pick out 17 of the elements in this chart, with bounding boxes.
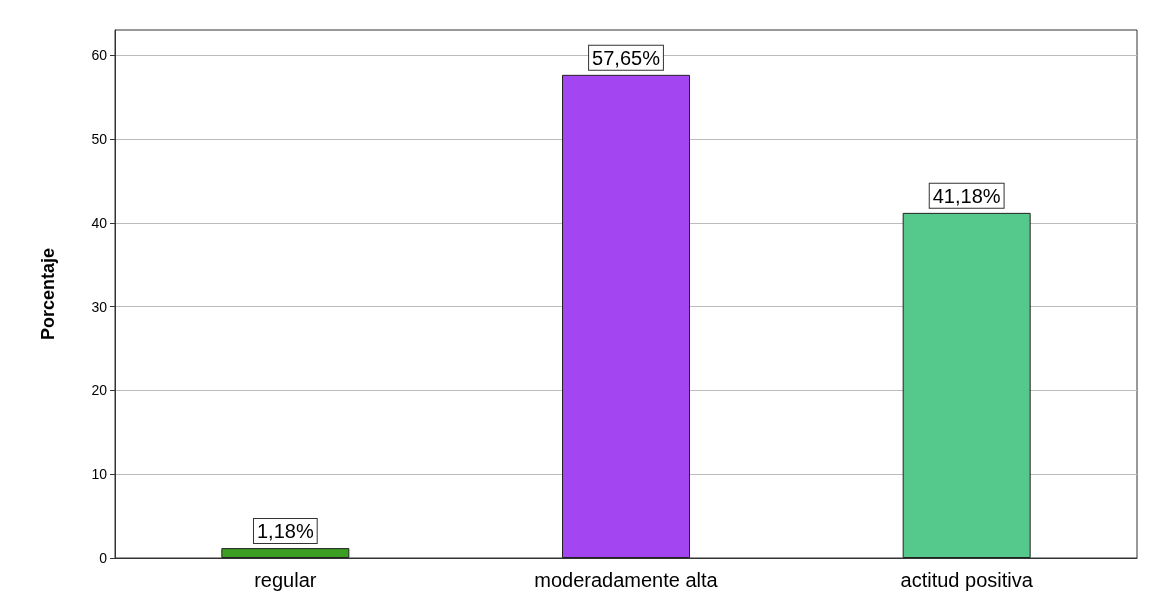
x-tick-label: actitud positiva (900, 569, 1034, 591)
data-label: 57,65% (592, 46, 661, 69)
y-tick-label: 20 (91, 382, 108, 399)
y-tick-label: 10 (91, 466, 108, 483)
data-label: 41,18% (932, 184, 1001, 207)
x-tick-label: regular (254, 569, 317, 591)
y-tick-label: 0 (99, 550, 108, 566)
y-tick-label: 50 (91, 130, 108, 147)
y-axis-title: Porcentaje (38, 247, 58, 341)
y-tick-label: 60 (91, 47, 108, 64)
bar (562, 74, 690, 558)
bar (902, 212, 1031, 558)
bar (221, 548, 350, 558)
x-tick-label: moderadamente alta (534, 569, 719, 591)
y-tick-label: 40 (91, 214, 108, 231)
data-label: 1,18% (256, 520, 314, 543)
y-tick-label: 30 (91, 298, 108, 315)
